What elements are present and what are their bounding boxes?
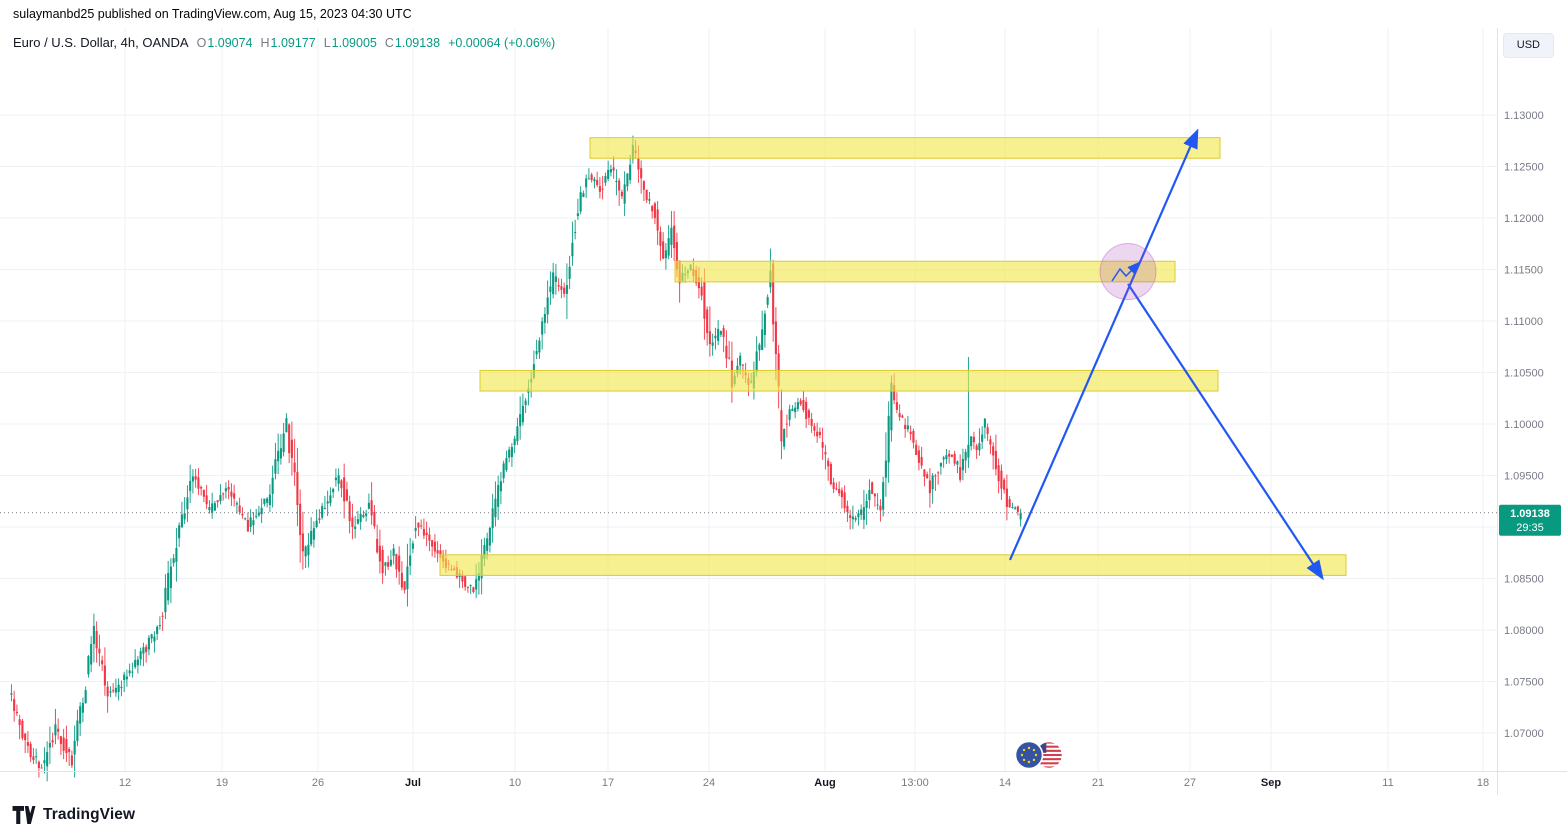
svg-text:1.07500: 1.07500 — [1504, 677, 1544, 689]
svg-text:1.09500: 1.09500 — [1504, 471, 1544, 483]
svg-text:1.12500: 1.12500 — [1504, 162, 1544, 174]
svg-text:1.07000: 1.07000 — [1504, 728, 1544, 740]
bullish-projection-arrow — [1008, 128, 1199, 561]
ohlc-low: L 1.09005 — [323, 36, 377, 50]
ohlc-high: H 1.09177 — [260, 36, 316, 50]
tradingview-logo[interactable]: TradingView — [12, 806, 135, 824]
ohlc-values: O 1.09074 H 1.09177 L 1.09005 C 1.09138 +0.0… — [197, 36, 556, 50]
candlestick-series — [10, 135, 1022, 782]
svg-text:1.11500: 1.11500 — [1504, 265, 1543, 277]
svg-text:26: 26 — [312, 777, 324, 789]
svg-text:1.13000: 1.13000 — [1504, 110, 1544, 122]
svg-text:18: 18 — [1477, 777, 1489, 789]
svg-text:21: 21 — [1092, 777, 1104, 789]
svg-text:24: 24 — [703, 777, 715, 789]
svg-text:1.12000: 1.12000 — [1504, 213, 1544, 225]
symbol-ohlc-header: Euro / U.S. Dollar, 4h, OANDA O 1.09074 H… — [13, 35, 555, 50]
price-axis[interactable]: 1.13000 1.12500 1.12000 1.11500 1.11000 1.105… — [0, 28, 1567, 795]
svg-text:10: 10 — [509, 777, 521, 789]
eu-flag-icon — [1014, 740, 1044, 770]
svg-text:1.11000: 1.11000 — [1504, 316, 1543, 328]
svg-text:14: 14 — [999, 777, 1011, 789]
svg-text:27: 27 — [1184, 777, 1196, 789]
svg-text:1.10500: 1.10500 — [1504, 368, 1544, 380]
svg-text:Jul: Jul — [405, 777, 421, 789]
svg-text:1.08000: 1.08000 — [1504, 625, 1544, 637]
tradingview-wordmark: TradingView — [43, 806, 136, 823]
supply-demand-zones[interactable] — [439, 137, 1347, 576]
bearish-projection-arrow — [1127, 283, 1324, 581]
grid-lines — [0, 28, 1497, 771]
svg-text:11: 11 — [1382, 777, 1393, 789]
attribution-bar: sulaymanbd25 published on TradingView.co… — [0, 0, 1567, 28]
svg-text:13:00: 13:00 — [901, 777, 929, 789]
symbol-title[interactable]: Euro / U.S. Dollar, 4h, OANDA — [13, 35, 189, 50]
supply-zone-mid — [674, 260, 1176, 283]
entry-circle-annotation[interactable] — [1099, 243, 1157, 301]
currency-usd-button[interactable]: USD — [1502, 33, 1554, 58]
svg-text:19: 19 — [216, 777, 228, 789]
eur-usd-pair-flags-icon — [1014, 740, 1064, 770]
svg-text:1.08500: 1.08500 — [1504, 574, 1544, 586]
svg-text:Aug: Aug — [814, 777, 835, 789]
svg-text:29:35: 29:35 — [1516, 522, 1544, 534]
svg-text:1.10000: 1.10000 — [1504, 419, 1544, 431]
last-price-label: 1.09138 29:35 — [1499, 504, 1561, 536]
trend-projection-arrows[interactable] — [1008, 128, 1324, 581]
svg-text:12: 12 — [119, 777, 131, 789]
resistance-zone-upper — [589, 137, 1221, 159]
tradingview-logo-icon — [12, 806, 36, 824]
svg-text:1.09138: 1.09138 — [1510, 508, 1550, 520]
support-zone-bottom — [439, 554, 1347, 576]
attribution-text: sulaymanbd25 published on TradingView.co… — [13, 7, 412, 21]
ohlc-open: O 1.09074 — [196, 36, 253, 50]
svg-text:17: 17 — [602, 777, 614, 789]
svg-text:Sep: Sep — [1261, 777, 1281, 789]
ohlc-close: C 1.09138 — [384, 36, 441, 50]
price-change: +0.00064 (+0.06%) — [448, 36, 556, 50]
resistance-zone-lower — [479, 369, 1219, 392]
time-axis[interactable]: 12 19 26 Jul 10 17 24 Aug 13:00 14 21 27 Sep 11 18 — [119, 777, 1489, 789]
